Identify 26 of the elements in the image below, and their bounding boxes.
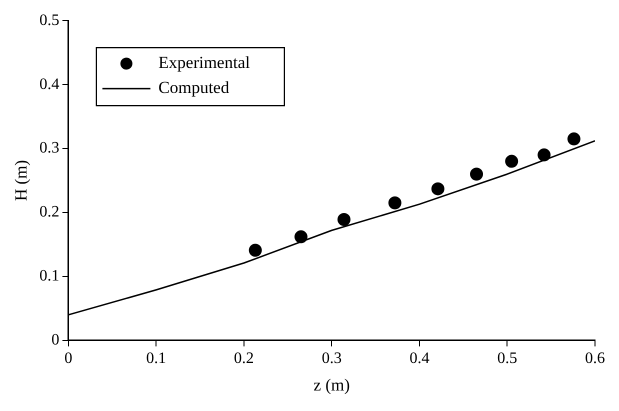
x-tick-label: 0 <box>64 350 72 368</box>
x-tick-label: 0.1 <box>146 350 166 368</box>
y-tick-label: 0.4 <box>39 76 60 93</box>
x-tick-label: 0.4 <box>409 350 430 368</box>
x-tick-label: 0.6 <box>585 350 605 368</box>
y-tick-label: 0.5 <box>39 12 60 29</box>
y-tick-label: 0.1 <box>39 268 60 285</box>
legend-label: Experimental <box>158 53 250 72</box>
point <box>294 230 308 244</box>
point <box>567 132 580 146</box>
point <box>248 244 262 257</box>
point <box>470 168 484 181</box>
y-axis-title: H (m) <box>12 160 31 202</box>
x-tick-label: 0.2 <box>234 350 254 368</box>
x-tick-label: 0.3 <box>322 350 342 368</box>
y-tick-label: 0.2 <box>39 204 60 221</box>
point <box>431 182 444 196</box>
x-tick-label: 0.5 <box>497 350 518 368</box>
point <box>505 154 518 168</box>
point <box>388 196 402 210</box>
y-tick-label: 0 <box>51 332 60 349</box>
point <box>538 148 551 162</box>
legend-label: Computed <box>158 78 230 98</box>
point <box>337 213 350 226</box>
x-axis-title: z (m) <box>314 375 350 394</box>
y-tick-label: 0.3 <box>39 140 60 157</box>
